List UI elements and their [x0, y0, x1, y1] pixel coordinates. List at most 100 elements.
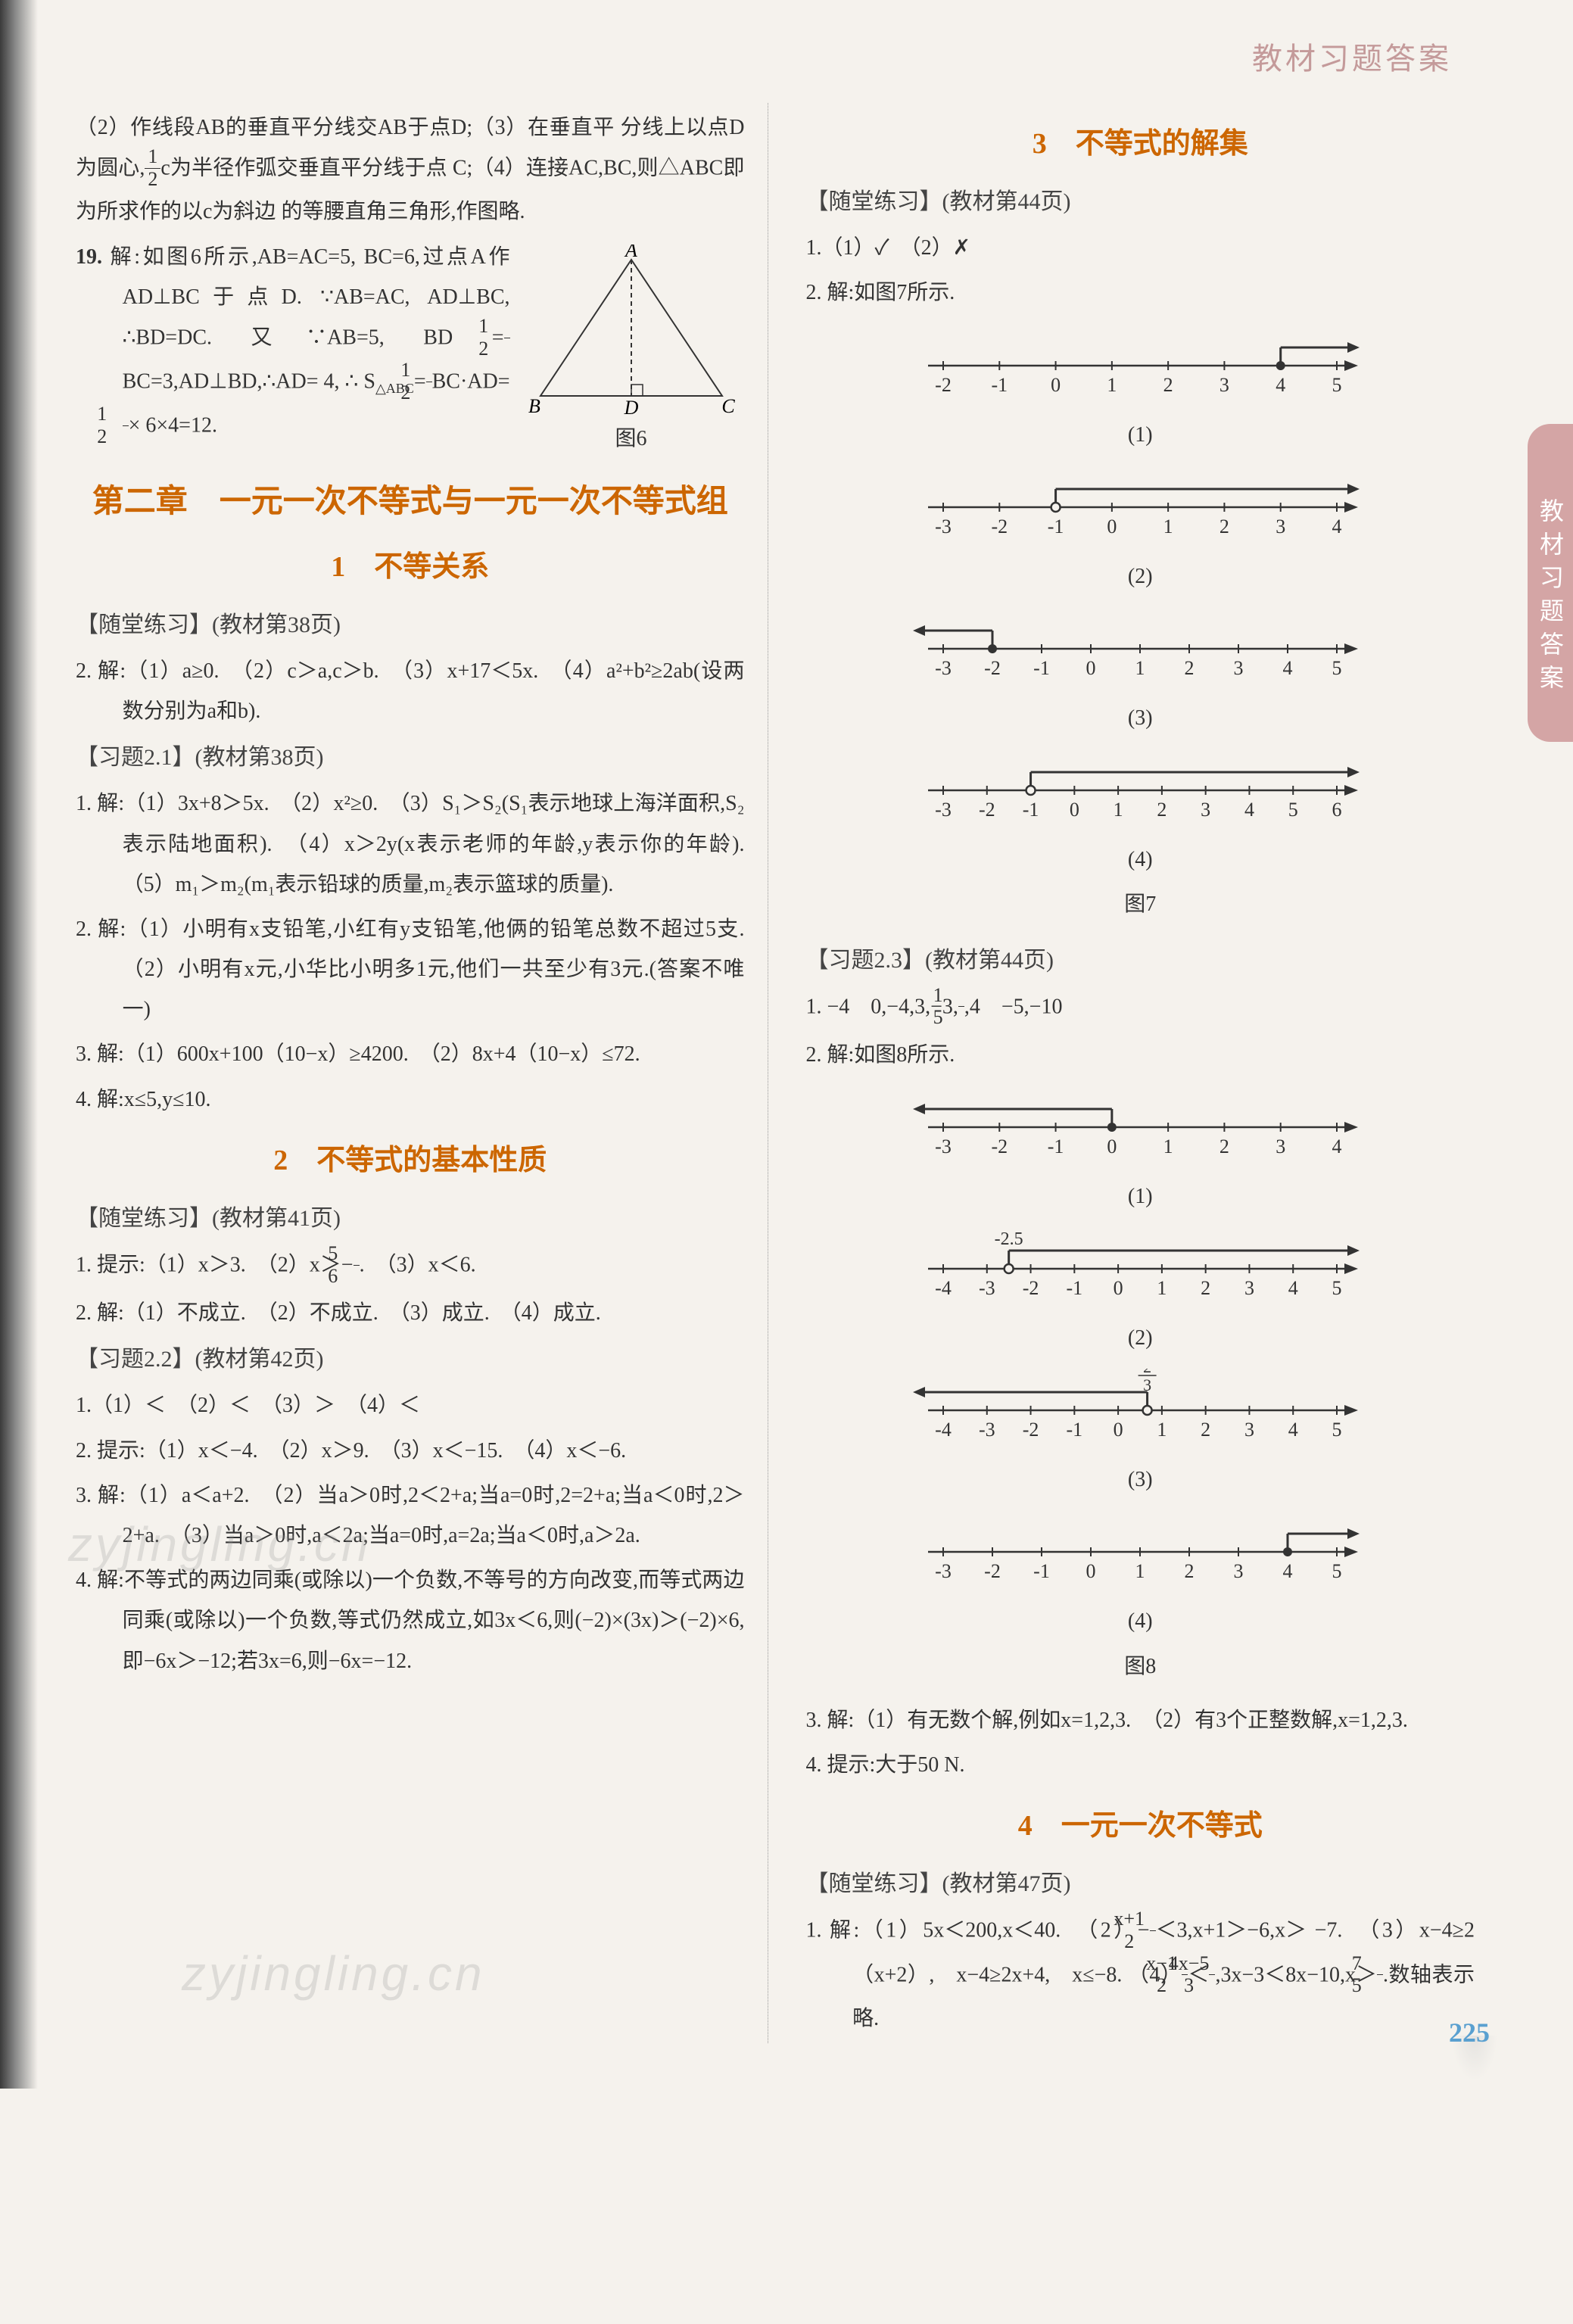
figure-7: -2-1012345(1)-3-2-101234(2)-3-2-1012345(…: [806, 324, 1475, 880]
svg-text:-2: -2: [992, 516, 1008, 537]
fig8-label: 图8: [806, 1646, 1475, 1687]
svg-text:2: 2: [1219, 1136, 1229, 1157]
svg-text:2: 2: [1201, 1419, 1210, 1441]
page-number: 225: [1449, 2007, 1490, 2058]
chapter-title: 第二章 一元一次不等式与一元一次不等式组: [76, 478, 745, 526]
p19-b2b: BC=3,AD⊥BD,∴AD=: [123, 370, 319, 394]
svg-text:1: 1: [1163, 516, 1173, 537]
number-line: -3-2-1012345: [806, 1510, 1475, 1593]
section-2-title: 2 不等式的基本性质: [76, 1133, 745, 1188]
number-line: -4-3-2-1012345-2.5: [806, 1227, 1475, 1310]
svg-text:0: 0: [1086, 1560, 1096, 1582]
svg-text:-3: -3: [935, 657, 952, 679]
svg-text:-3: -3: [935, 799, 952, 821]
s2b-q4: 4. 解:不等式的两边同乘(或除以)一个负数,不等号的方向改变,而等式两边同乘(…: [76, 1560, 745, 1681]
svg-text:2: 2: [1157, 799, 1167, 821]
s4-q1: 1. 解:（1）5x＜200,x＜40. （2）−x+12＜3,x+1＞−6,x…: [806, 1910, 1475, 2039]
svg-text:1: 1: [1107, 374, 1117, 396]
svg-text:2: 2: [1163, 374, 1173, 396]
svg-text:-3: -3: [935, 1560, 952, 1582]
triangle-svg: A B C D: [525, 245, 737, 419]
number-line-caption: (4): [806, 840, 1475, 880]
s1b-q4: 4. 解:x≤5,y≤10.: [76, 1079, 745, 1120]
s3b-q1: 1. −4 0,−4,3,−3,15,4 −5,−10: [806, 986, 1475, 1030]
section-3-title: 3 不等式的解集: [806, 117, 1475, 171]
s4q1b: ＜3,x+1＞−6,x＞: [1156, 1919, 1307, 1942]
svg-text:1: 1: [1135, 657, 1145, 679]
p19-b3d: ×: [129, 414, 141, 438]
svg-text:-1: -1: [1033, 657, 1050, 679]
number-line-caption: (3): [806, 1460, 1475, 1500]
s4q1d-f2: 4x−53: [1209, 1953, 1215, 1997]
number-line: -3-2-101234: [806, 1086, 1475, 1169]
svg-text:-2: -2: [1023, 1277, 1039, 1299]
left-column: （2）作线段AB的垂直平分线交AB于点D;（3）在垂直平 分线上以点D为圆心,1…: [76, 103, 768, 2043]
svg-text:4: 4: [1283, 1560, 1293, 1582]
svg-text:5: 5: [1332, 657, 1342, 679]
svg-text:0: 0: [1086, 657, 1096, 679]
number-line: -3-2-101234: [806, 466, 1475, 549]
frac-p19-2: 12: [426, 360, 432, 403]
s1b-q2: 2. 解:（1）小明有x支铅笔,小红有y支铅笔,他俩的铅笔总数不超过5支. （2…: [76, 909, 745, 1030]
section-4-title: 4 一元一次不等式: [806, 1799, 1475, 1853]
svg-text:3: 3: [1219, 374, 1229, 396]
svg-text:3: 3: [1201, 799, 1210, 821]
svg-text:4: 4: [1276, 374, 1285, 396]
svg-text:1: 1: [1163, 1136, 1173, 1157]
p19-b3a: 4, ∴ S: [324, 370, 375, 394]
svg-text:-1: -1: [1023, 799, 1039, 821]
svg-text:B: B: [528, 395, 540, 417]
svg-text:2: 2: [1201, 1277, 1210, 1299]
number-line-caption: (2): [806, 556, 1475, 597]
svg-text:3: 3: [1234, 657, 1244, 679]
s2b-q2: 2. 提示:（1）x＜−4. （2）x＞9. （3）x＜−15. （4）x＜−6…: [76, 1431, 745, 1471]
svg-text:3: 3: [1234, 1560, 1244, 1582]
p19-label: 19.: [76, 245, 102, 269]
number-line-caption: (1): [806, 415, 1475, 455]
svg-text:3: 3: [1276, 516, 1285, 537]
frac-p19-3: 12: [123, 403, 129, 447]
svg-text:-1: -1: [1067, 1419, 1083, 1441]
binding-edge: [0, 0, 38, 2089]
svg-text:3: 3: [1143, 1375, 1151, 1394]
fig7-label: 图7: [806, 884, 1475, 924]
svg-text:-1: -1: [1048, 516, 1064, 537]
number-line-caption: (3): [806, 698, 1475, 738]
s4q1a: 1. 解:（1）5x＜200,x＜40. （2）−: [806, 1919, 1150, 1942]
svg-text:-1: -1: [1033, 1560, 1050, 1582]
number-line-caption: (4): [806, 1601, 1475, 1641]
s4q1d-f3: 75: [1377, 1953, 1383, 1997]
frac-half-c: 12: [145, 146, 160, 190]
svg-text:-2: -2: [1023, 1419, 1039, 1441]
s3-q2: 2. 解:如图7所示.: [806, 273, 1475, 313]
s2-q2: 2. 解:（1）不成立. （2）不成立. （3）成立. （4）成立.: [76, 1293, 745, 1333]
continued-text: （2）作线段AB的垂直平分线交AB于点D;（3）在垂直平 分线上以点D为圆心,1…: [76, 107, 745, 232]
s3bq1-frac: 15: [958, 985, 964, 1029]
svg-text:4: 4: [1288, 1277, 1298, 1299]
page-header: 教材习题答案: [76, 30, 1528, 88]
svg-text:D: D: [623, 397, 638, 419]
sec2-sub1: 【随堂练习】(教材第41页): [76, 1197, 745, 1240]
svg-text:A: A: [624, 245, 637, 261]
svg-text:-3: -3: [979, 1277, 995, 1299]
svg-text:1: 1: [1157, 1419, 1167, 1441]
svg-text:-2.5: -2.5: [995, 1229, 1023, 1249]
content-columns: （2）作线段AB的垂直平分线交AB于点D;（3）在垂直平 分线上以点D为圆心,1…: [76, 103, 1528, 2043]
svg-text:2: 2: [1219, 516, 1229, 537]
svg-text:3: 3: [1276, 1136, 1285, 1157]
svg-text:-1: -1: [992, 374, 1008, 396]
svg-text:1: 1: [1135, 1560, 1145, 1582]
cont-line1: （2）作线段AB的垂直平分线交AB于点D;（3）在垂直平: [76, 116, 615, 139]
svg-text:4: 4: [1244, 799, 1254, 821]
figure-6: A B C D 图6: [518, 245, 745, 459]
svg-text:5: 5: [1288, 799, 1298, 821]
number-line: -2-1012345: [806, 324, 1475, 407]
p19-body: 解:如图6所示,AB=AC=5, BC=6,过点A作AD⊥BC于点D. ∵AB=…: [111, 245, 510, 350]
svg-text:0: 0: [1107, 1136, 1117, 1157]
s2q1b: . （3）x＜6.: [360, 1254, 476, 1277]
svg-text:0: 0: [1107, 516, 1117, 537]
svg-text:1: 1: [1114, 799, 1123, 821]
s1b-q3: 3. 解:（1）600x+100（10−x）≥4200. （2）8x+4（10−…: [76, 1034, 745, 1074]
svg-text:0: 0: [1051, 374, 1061, 396]
svg-text:6: 6: [1332, 799, 1342, 821]
